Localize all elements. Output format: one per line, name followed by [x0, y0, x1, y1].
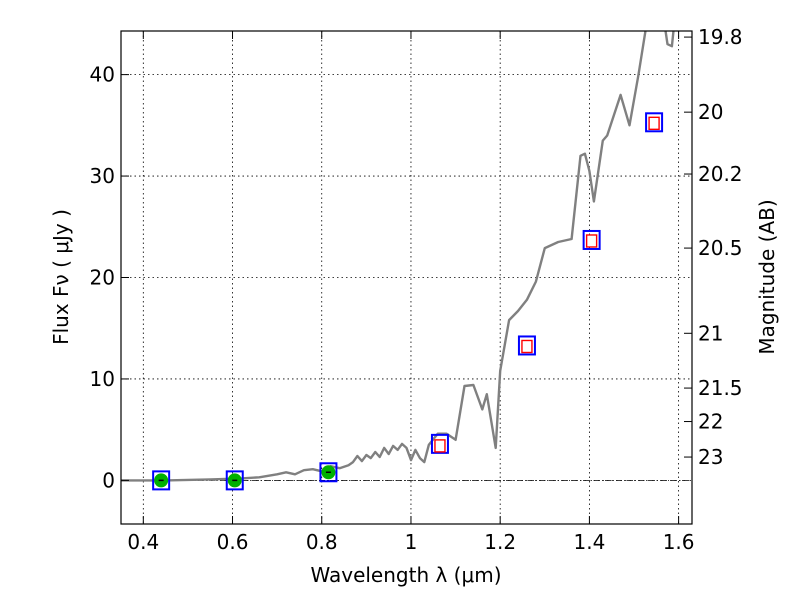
right-tick-label: 20 [698, 100, 723, 124]
red-square-point [434, 439, 446, 453]
blue-square-point [225, 470, 244, 491]
right-tick-label: 19.8 [698, 25, 743, 49]
right-axis-label: Magnitude (AB) [755, 199, 779, 354]
right-tick-label: 21.5 [698, 376, 743, 400]
x-tick-label: 1.4 [573, 530, 605, 554]
blue-square-point [645, 112, 664, 133]
red-square-point [648, 116, 660, 131]
right-tick-label: 20.5 [698, 236, 743, 260]
x-tick-label: 0.6 [217, 530, 249, 554]
blue-square-point [517, 335, 536, 356]
right-tick-label: 20.2 [698, 162, 743, 186]
right-tick-label: 21 [698, 321, 723, 345]
blue-square-point [152, 470, 171, 491]
y-tick-label: 20 [90, 266, 115, 290]
ticks: 0.4 0.6 0.8 1 1.2 1.4 1.6 0 10 20 30 40 19.8 20 20.2 20… [90, 25, 743, 554]
blue-square-point [430, 433, 449, 454]
right-tick-label: 23 [698, 445, 723, 469]
x-tick-label: 1.2 [484, 530, 516, 554]
red-square-point [585, 234, 598, 248]
plot-area [121, 31, 675, 491]
red-square-point [521, 339, 533, 354]
grid [121, 31, 692, 524]
y-tick-label: 40 [90, 63, 115, 87]
x-axis-label: Wavelength λ (μm) [310, 563, 501, 587]
x-tick-label: 0.4 [127, 530, 159, 554]
x-tick-label: 0.8 [306, 530, 338, 554]
y-axis-label: Flux Fν ( μJy ) [49, 209, 73, 345]
x-tick-label: 1 [405, 530, 418, 554]
blue-square-point [582, 229, 601, 250]
x-tick-label: 1.6 [663, 530, 695, 554]
sed-line [121, 31, 675, 482]
y-tick-label: 10 [90, 367, 115, 391]
y-tick-label: 0 [102, 468, 115, 492]
blue-square-point [319, 462, 338, 483]
right-tick-label: 22 [698, 410, 723, 434]
y-tick-label: 30 [90, 164, 115, 188]
